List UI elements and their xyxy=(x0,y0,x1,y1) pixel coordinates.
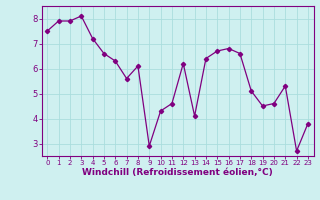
X-axis label: Windchill (Refroidissement éolien,°C): Windchill (Refroidissement éolien,°C) xyxy=(82,168,273,177)
